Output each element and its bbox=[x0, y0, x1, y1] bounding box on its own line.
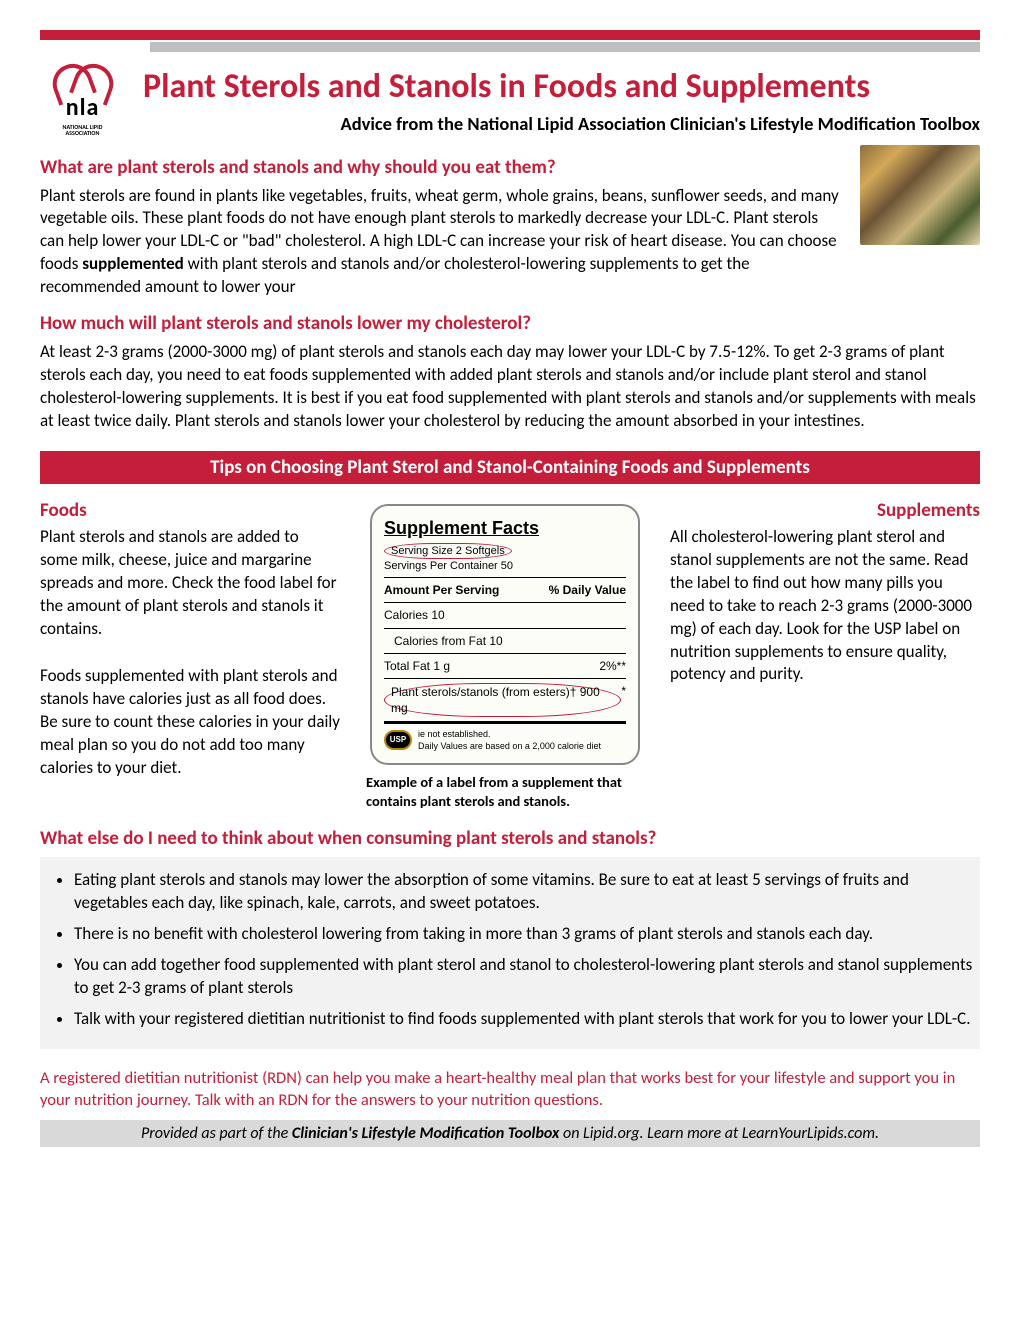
label-divider bbox=[384, 602, 626, 603]
considerations-box: Eating plant sterols and stanols may low… bbox=[40, 857, 980, 1049]
footer-bold: Clinician's Lifestyle Modification Toolb… bbox=[292, 1124, 559, 1143]
foods-heading: Foods bbox=[40, 498, 340, 524]
considerations-list: Eating plant sterols and stanols may low… bbox=[46, 869, 974, 1031]
bullet-item: Talk with your registered dietitian nutr… bbox=[74, 1008, 974, 1031]
label-calories: Calories 10 bbox=[384, 606, 626, 624]
label-cal-fat: Calories from Fat 10 bbox=[384, 632, 626, 650]
nla-logo: nla NATIONAL LIPID ASSOCIATION bbox=[40, 64, 125, 136]
label-divider bbox=[384, 678, 626, 679]
label-divider bbox=[384, 628, 626, 629]
usp-badge-icon: USP bbox=[384, 730, 412, 750]
bullet-item: There is no benefit with cholesterol low… bbox=[74, 923, 974, 946]
nuts-seeds-image bbox=[860, 145, 980, 245]
top-bars bbox=[40, 30, 980, 52]
foods-column: Foods Plant sterols and stanols are adde… bbox=[40, 498, 340, 782]
body-how-much: At least 2-3 grams (2000-3000 mg) of pla… bbox=[40, 341, 980, 433]
body-what-are: Plant sterols are found in plants like v… bbox=[40, 185, 846, 300]
rdn-note: A registered dietitian nutritionist (RDN… bbox=[40, 1067, 980, 1112]
label-header-row: Amount Per Serving % Daily Value bbox=[384, 581, 626, 599]
title-block: Plant Sterols and Stanols in Foods and S… bbox=[143, 64, 980, 137]
label-foot1: ie not established. bbox=[418, 728, 601, 740]
logo-heart-icon bbox=[52, 64, 114, 96]
label-sterols-dv: * bbox=[621, 683, 626, 717]
bullet-item: Eating plant sterols and stanols may low… bbox=[74, 869, 974, 915]
label-serving-size: Serving Size 2 Softgels bbox=[384, 543, 626, 560]
main-title: Plant Sterols and Stanols in Foods and S… bbox=[143, 64, 980, 110]
gray-bar bbox=[150, 42, 980, 52]
label-footnotes: ie not established. Daily Values are bas… bbox=[418, 728, 601, 752]
red-bar bbox=[40, 30, 980, 40]
supplements-column: Supplements All cholesterol-lowering pla… bbox=[670, 498, 980, 688]
label-foot2: Daily Values are based on a 2,000 calori… bbox=[418, 740, 601, 752]
label-servings-per: Servings Per Container 50 bbox=[384, 559, 626, 574]
bullet-item: You can add together food supplemented w… bbox=[74, 954, 974, 1000]
tips-columns: Foods Plant sterols and stanols are adde… bbox=[40, 498, 980, 812]
supplement-facts-label: Supplement Facts Serving Size 2 Softgels… bbox=[370, 504, 640, 764]
section-what-are: What are plant sterols and stanols and w… bbox=[40, 145, 980, 301]
label-column: Supplement Facts Serving Size 2 Softgels… bbox=[360, 498, 650, 812]
heading-how-much: How much will plant sterols and stanols … bbox=[40, 311, 980, 337]
header-row: nla NATIONAL LIPID ASSOCIATION Plant Ste… bbox=[40, 64, 980, 137]
label-divider bbox=[384, 577, 626, 578]
label-footer: USP ie not established. Daily Values are… bbox=[384, 728, 626, 752]
label-caption: Example of a label from a supplement tha… bbox=[360, 773, 650, 812]
label-title: Supplement Facts bbox=[384, 516, 626, 540]
body-what-are-bold: supplemented bbox=[82, 253, 184, 274]
tips-banner: Tips on Choosing Plant Sterol and Stanol… bbox=[40, 451, 980, 485]
foods-p1: Plant sterols and stanols are added to s… bbox=[40, 526, 340, 641]
footer-post: on Lipid.org. Learn more at LearnYourLip… bbox=[559, 1124, 879, 1143]
foods-p2: Foods supplemented with plant sterols an… bbox=[40, 665, 340, 780]
label-total-fat-row: Total Fat 1 g 2%** bbox=[384, 657, 626, 675]
label-total-fat-dv: 2%** bbox=[599, 658, 626, 674]
heading-what-are: What are plant sterols and stanols and w… bbox=[40, 155, 846, 181]
circled-sterols: Plant sterols/stanols (from esters)† 900… bbox=[384, 683, 621, 717]
label-dv-hdr: % Daily Value bbox=[549, 582, 626, 598]
label-amount-hdr: Amount Per Serving bbox=[384, 582, 499, 598]
footer-bar: Provided as part of the Clinician's Life… bbox=[40, 1120, 980, 1148]
subtitle: Advice from the National Lipid Associati… bbox=[143, 112, 980, 137]
logo-subtext-2: ASSOCIATION bbox=[66, 130, 100, 136]
label-total-fat: Total Fat 1 g bbox=[384, 658, 450, 674]
supplements-p1: All cholesterol-lowering plant sterol an… bbox=[670, 526, 980, 687]
heading-what-else: What else do I need to think about when … bbox=[40, 826, 980, 852]
label-thick-divider bbox=[384, 721, 626, 724]
footer-pre: Provided as part of the bbox=[141, 1124, 292, 1143]
label-sterols-row: Plant sterols/stanols (from esters)† 900… bbox=[384, 682, 626, 718]
circled-serving: Serving Size 2 Softgels bbox=[384, 543, 512, 560]
label-divider bbox=[384, 653, 626, 654]
supplements-heading: Supplements bbox=[670, 498, 980, 524]
